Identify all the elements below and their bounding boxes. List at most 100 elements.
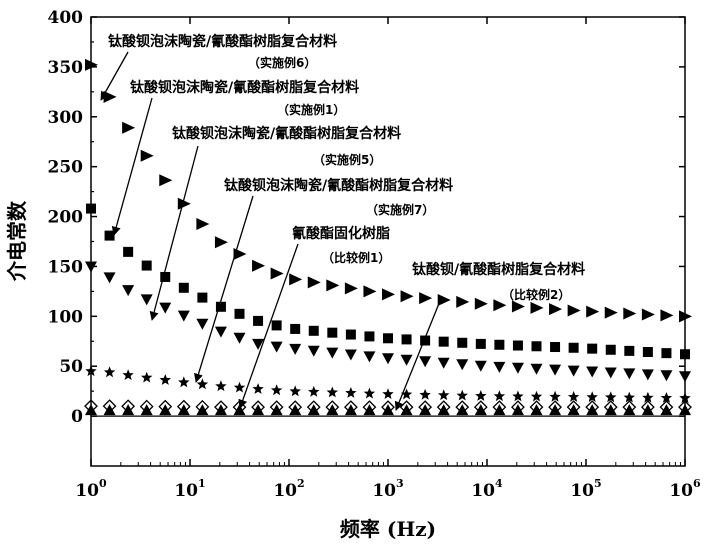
data-point-triangle-right <box>344 282 358 295</box>
data-point-triangle-down <box>196 318 209 330</box>
data-point-triangle-right <box>437 293 451 306</box>
data-point-triangle-right <box>493 299 507 312</box>
data-point-triangle-right <box>530 301 544 314</box>
data-point-triangle-right <box>252 259 266 272</box>
data-point-square <box>86 203 96 214</box>
data-point-square <box>364 331 375 342</box>
annotation-label: 钛酸钡/氰酸酯树脂复合材料 <box>412 261 585 278</box>
data-point-triangle-up <box>511 404 524 416</box>
data-point-square <box>531 341 542 352</box>
data-point-square <box>642 347 653 358</box>
data-point-square <box>587 343 598 354</box>
data-point-star <box>141 371 153 383</box>
data-point-triangle-right <box>382 288 395 301</box>
y-tick-label: 200 <box>48 208 84 228</box>
annotations: 钛酸钡泡沫陶瓷/氰酸酯树脂复合材料 （实施例6） 钛酸钡泡沫陶瓷/氰酸酯树脂复合材料… <box>100 33 585 411</box>
data-point-triangle-up <box>196 404 209 416</box>
data-point-triangle-up <box>326 404 339 416</box>
data-point-square <box>401 334 412 345</box>
y-tick-label: 400 <box>48 8 84 28</box>
data-point-triangle-up <box>660 404 673 416</box>
data-point-square <box>123 246 134 257</box>
data-point-triangle-down <box>456 359 469 371</box>
data-point-triangle-right <box>586 305 600 318</box>
data-point-triangle-down <box>419 356 432 368</box>
data-point-square <box>308 325 319 336</box>
series-3 <box>85 261 691 383</box>
data-point-square <box>550 342 561 353</box>
data-point-square <box>568 342 579 353</box>
data-point-triangle-down <box>159 302 172 314</box>
data-point-star <box>85 365 97 377</box>
data-point-triangle-right <box>326 279 340 292</box>
data-point-square <box>178 282 189 293</box>
data-point-triangle-right <box>177 197 191 210</box>
data-point-square <box>605 344 616 355</box>
data-point-triangle-up <box>623 404 636 416</box>
data-point-star <box>586 391 598 403</box>
data-point-triangle-down <box>437 357 450 369</box>
annotation-arrow <box>111 97 153 236</box>
data-point-triangle-down <box>567 365 580 377</box>
data-point-star <box>382 388 394 399</box>
x-tick-label: 104 <box>471 477 503 501</box>
data-point-triangle-right <box>289 273 303 286</box>
data-point-triangle-down <box>679 371 691 383</box>
data-point-triangle-up <box>456 404 469 416</box>
data-point-triangle-right <box>641 308 655 321</box>
annotation-label: 钛酸钡泡沫陶瓷/氰酸酯树脂复合材料 <box>130 79 359 96</box>
data-point-triangle-down <box>382 353 394 365</box>
data-point-star <box>289 385 301 397</box>
data-point-triangle-up <box>289 404 302 416</box>
data-point-square <box>197 292 208 303</box>
data-point-square <box>512 340 523 351</box>
data-point-triangle-right <box>363 285 377 298</box>
annotation-arrow <box>149 145 199 321</box>
annotation-sublabel: （实施例7） <box>366 202 434 217</box>
y-axis-title: 介电常数 <box>5 200 29 282</box>
data-point-star <box>196 378 209 390</box>
data-point-triangle-up <box>493 404 506 416</box>
annotation-label: 钛酸钡泡沫陶瓷/氰酸酯树脂复合材料 <box>224 177 453 194</box>
data-point-star <box>178 376 190 388</box>
data-point-triangle-up <box>252 404 265 416</box>
annotation-arrow <box>394 295 443 411</box>
data-point-triangle-down <box>85 261 97 273</box>
data-point-triangle-down <box>177 310 190 322</box>
data-point-triangle-up <box>437 404 450 416</box>
y-tick-label: 350 <box>48 58 84 78</box>
data-point-triangle-down <box>233 332 246 344</box>
data-point-triangle-right <box>159 174 173 187</box>
data-point-square <box>160 271 171 282</box>
data-point-star <box>363 387 376 399</box>
x-axis-ticks: 100 101 102 103 104 105 106 <box>75 17 701 501</box>
data-point-triangle-right <box>567 304 581 317</box>
x-tick-label: 106 <box>669 477 701 501</box>
data-point-square <box>494 339 505 350</box>
data-point-star <box>233 381 246 393</box>
data-point-triangle-down <box>660 370 673 382</box>
y-axis-ticks: 0 50 100 150 200 250 300 350 400 <box>48 8 685 427</box>
y-tick-label: 50 <box>59 357 83 377</box>
data-point-triangle-right <box>660 309 674 322</box>
data-point-star <box>400 388 413 400</box>
data-point-triangle-right <box>85 58 98 71</box>
data-series <box>84 58 692 416</box>
annotation-arrow <box>100 51 129 101</box>
data-point-star <box>512 390 524 402</box>
annotation-sublabel: （比较例2） <box>502 287 570 302</box>
data-point-triangle-up <box>214 404 227 416</box>
data-point-triangle-down <box>530 363 543 375</box>
data-point-triangle-down <box>344 349 357 361</box>
data-point-square <box>290 323 301 334</box>
data-point-triangle-up <box>679 404 691 416</box>
series-2 <box>86 203 690 360</box>
data-point-star <box>623 391 635 403</box>
data-point-triangle-down <box>103 272 116 284</box>
data-point-square <box>215 301 226 312</box>
data-point-triangle-up <box>530 404 543 416</box>
data-point-triangle-down <box>140 294 153 306</box>
data-point-triangle-up <box>586 404 599 416</box>
data-point-star <box>549 390 561 402</box>
data-point-triangle-up <box>233 404 246 416</box>
